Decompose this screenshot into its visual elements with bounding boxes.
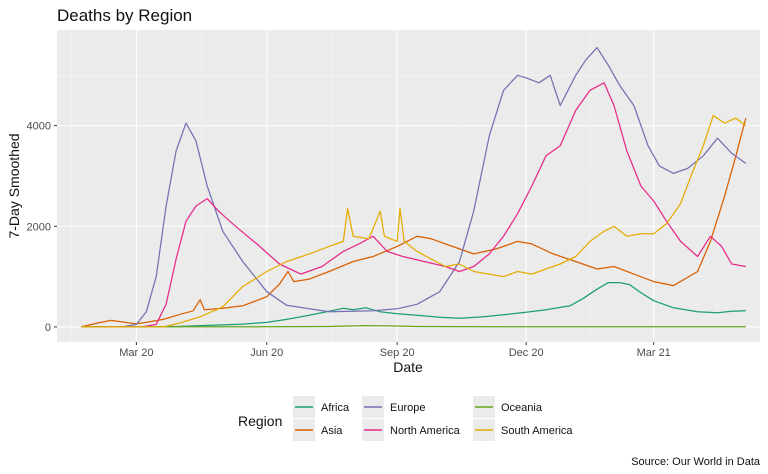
source-caption: Source: Our World in Data [631, 456, 761, 468]
legend: Region Africa Asia Europe North America Ocea… [238, 396, 573, 441]
legend-label-south-america: South America [501, 425, 573, 437]
chart-title: Deaths by Region [57, 6, 192, 25]
plot-panel [57, 30, 760, 342]
legend-label-oceania: Oceania [501, 402, 543, 414]
y-tick-label: 0 [45, 322, 51, 334]
series-line-asia [80, 117, 747, 328]
x-axis-title: Date [393, 359, 423, 375]
y-tick-label: 4000 [27, 121, 51, 133]
x-axis: Mar 20 Jun 20 Sep 20 Dec 20 Mar 21 [119, 342, 671, 359]
series-line-oceania [81, 324, 746, 328]
series-line-europe [81, 46, 747, 328]
legend-label-asia: Asia [321, 425, 343, 437]
legend-label-europe: Europe [390, 402, 425, 414]
y-tick-label: 2000 [27, 221, 51, 233]
series-lines [80, 46, 747, 328]
y-axis: 0 2000 4000 [27, 121, 57, 334]
legend-label-north-america: North America [390, 425, 461, 437]
x-tick-label: Sep 20 [380, 347, 415, 359]
x-tick-label: Mar 20 [119, 347, 153, 359]
minor-gridlines [57, 30, 760, 342]
x-tick-label: Mar 21 [637, 347, 671, 359]
x-tick-label: Dec 20 [509, 347, 544, 359]
y-axis-title: 7-Day Smoothed [6, 133, 22, 238]
legend-label-africa: Africa [321, 402, 350, 414]
legend-title: Region [238, 413, 282, 429]
series-line-africa [81, 281, 746, 328]
x-tick-label: Jun 20 [250, 347, 283, 359]
series-line-south-america [81, 114, 747, 328]
series-line-north-america [81, 82, 746, 328]
